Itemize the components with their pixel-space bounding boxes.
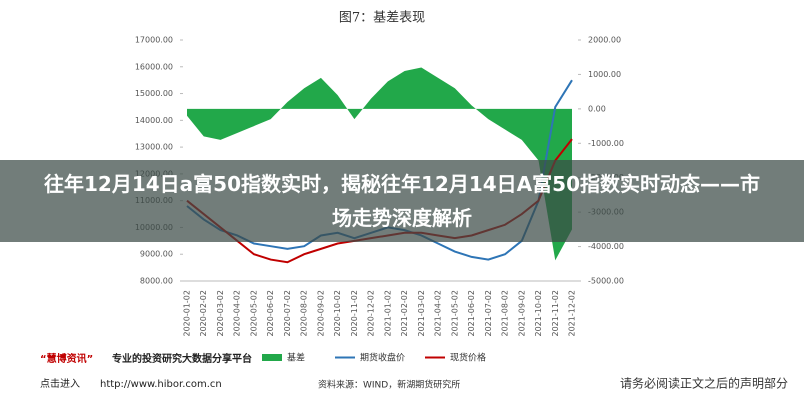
x-tick-label: 2021-01-02 xyxy=(383,290,392,337)
banner-title: 往年12月14日a富50指数实时，揭秘往年12月14日A富50指数实时动态——市… xyxy=(44,172,760,230)
url[interactable]: http://www.hibor.com.cn xyxy=(100,379,222,390)
y-tick-label: 13000.00 xyxy=(135,143,173,152)
x-tick-label: 2020-12-02 xyxy=(367,290,376,337)
legend-label: 基差 xyxy=(287,352,305,364)
x-tick-label: 2021-02-02 xyxy=(400,290,409,337)
y2-tick-label: -4000.00 xyxy=(588,242,624,251)
x-tick-label: 2021-04-02 xyxy=(434,290,443,337)
x-tick-label: 2021-12-02 xyxy=(568,290,577,337)
x-tick-label: 2021-03-02 xyxy=(417,290,426,337)
x-tick-label: 2021-06-02 xyxy=(467,290,476,337)
x-tick-label: 2021-11-02 xyxy=(551,290,560,337)
y-tick-label: 8000.00 xyxy=(140,277,173,286)
y-tick-label: 15000.00 xyxy=(135,89,173,98)
disclaimer: 请务必阅读正文之后的声明部分 xyxy=(620,376,788,391)
y2-tick-label: -5000.00 xyxy=(588,277,624,286)
x-tick-label: 2020-11-02 xyxy=(350,290,359,337)
y2-tick-label: 1000.00 xyxy=(588,70,621,79)
x-tick-label: 2020-02-02 xyxy=(199,290,208,337)
x-tick-label: 2020-05-02 xyxy=(249,290,258,337)
x-tick-label: 2020-06-02 xyxy=(266,290,275,337)
x-tick-label: 2020-09-02 xyxy=(316,290,325,337)
y-tick-label: 17000.00 xyxy=(135,36,173,45)
x-tick-label: 2021-05-02 xyxy=(450,290,459,337)
y-tick-label: 9000.00 xyxy=(140,250,173,259)
legend-label: 现货价格 xyxy=(450,352,486,364)
brand: “慧博资讯” xyxy=(40,352,93,365)
chart-title: 图7：基差表现 xyxy=(339,11,425,26)
legend-swatch xyxy=(262,354,282,361)
y2-tick-label: 0.00 xyxy=(588,104,606,113)
y2-tick-label: -1000.00 xyxy=(588,139,624,148)
slogan: 专业的投资研究大数据分享平台 xyxy=(112,352,252,365)
basis-area xyxy=(187,67,572,261)
y2-tick-label: 2000.00 xyxy=(588,36,621,45)
x-tick-label: 2020-07-02 xyxy=(283,290,292,337)
banner: 往年12月14日a富50指数实时，揭秘往年12月14日A富50指数实时动态——市… xyxy=(0,160,804,242)
x-tick-label: 2021-09-02 xyxy=(517,290,526,337)
x-tick-label: 2020-04-02 xyxy=(233,290,242,337)
x-tick-label: 2020-01-02 xyxy=(183,290,192,337)
x-tick-label: 2021-07-02 xyxy=(484,290,493,337)
link-label: 点击进入 xyxy=(40,378,80,390)
y-tick-label: 16000.00 xyxy=(135,62,173,71)
legend-label: 期货收盘价 xyxy=(360,352,405,364)
source: 资料来源：WIND，新湖期货研究所 xyxy=(318,379,460,391)
x-tick-label: 2021-08-02 xyxy=(501,290,510,337)
x-tick-label: 2020-08-02 xyxy=(300,290,309,337)
x-tick-label: 2021-10-02 xyxy=(534,290,543,337)
x-tick-label: 2020-10-02 xyxy=(333,290,342,337)
y-tick-label: 14000.00 xyxy=(135,116,173,125)
x-tick-label: 2020-03-02 xyxy=(216,290,225,337)
